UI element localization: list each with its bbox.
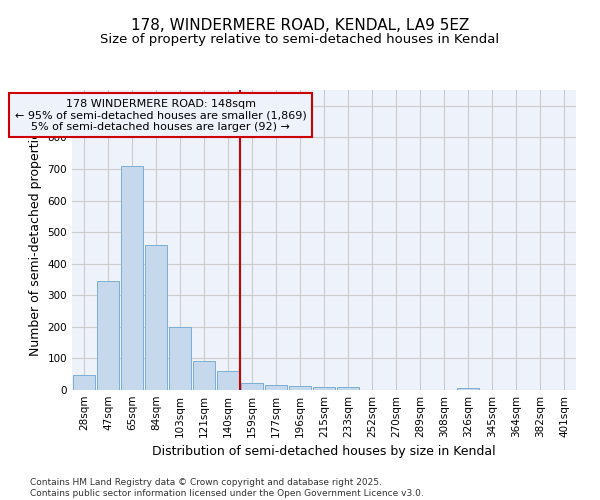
Text: 178 WINDERMERE ROAD: 148sqm
← 95% of semi-detached houses are smaller (1,869)
5%: 178 WINDERMERE ROAD: 148sqm ← 95% of sem… <box>15 98 307 132</box>
Text: 178, WINDERMERE ROAD, KENDAL, LA9 5EZ: 178, WINDERMERE ROAD, KENDAL, LA9 5EZ <box>131 18 469 32</box>
Text: Contains HM Land Registry data © Crown copyright and database right 2025.
Contai: Contains HM Land Registry data © Crown c… <box>30 478 424 498</box>
Bar <box>241 383 263 390</box>
Bar <box>313 387 335 390</box>
Bar <box>457 388 479 390</box>
Bar <box>217 371 239 390</box>
Bar <box>169 327 191 390</box>
Bar <box>289 386 311 390</box>
Bar <box>121 166 143 390</box>
Bar <box>145 244 167 390</box>
X-axis label: Distribution of semi-detached houses by size in Kendal: Distribution of semi-detached houses by … <box>152 446 496 458</box>
Bar <box>337 388 359 390</box>
Y-axis label: Number of semi-detached properties: Number of semi-detached properties <box>29 124 42 356</box>
Bar <box>97 281 119 390</box>
Bar <box>265 386 287 390</box>
Bar <box>193 360 215 390</box>
Text: Size of property relative to semi-detached houses in Kendal: Size of property relative to semi-detach… <box>100 32 500 46</box>
Bar <box>73 375 95 390</box>
